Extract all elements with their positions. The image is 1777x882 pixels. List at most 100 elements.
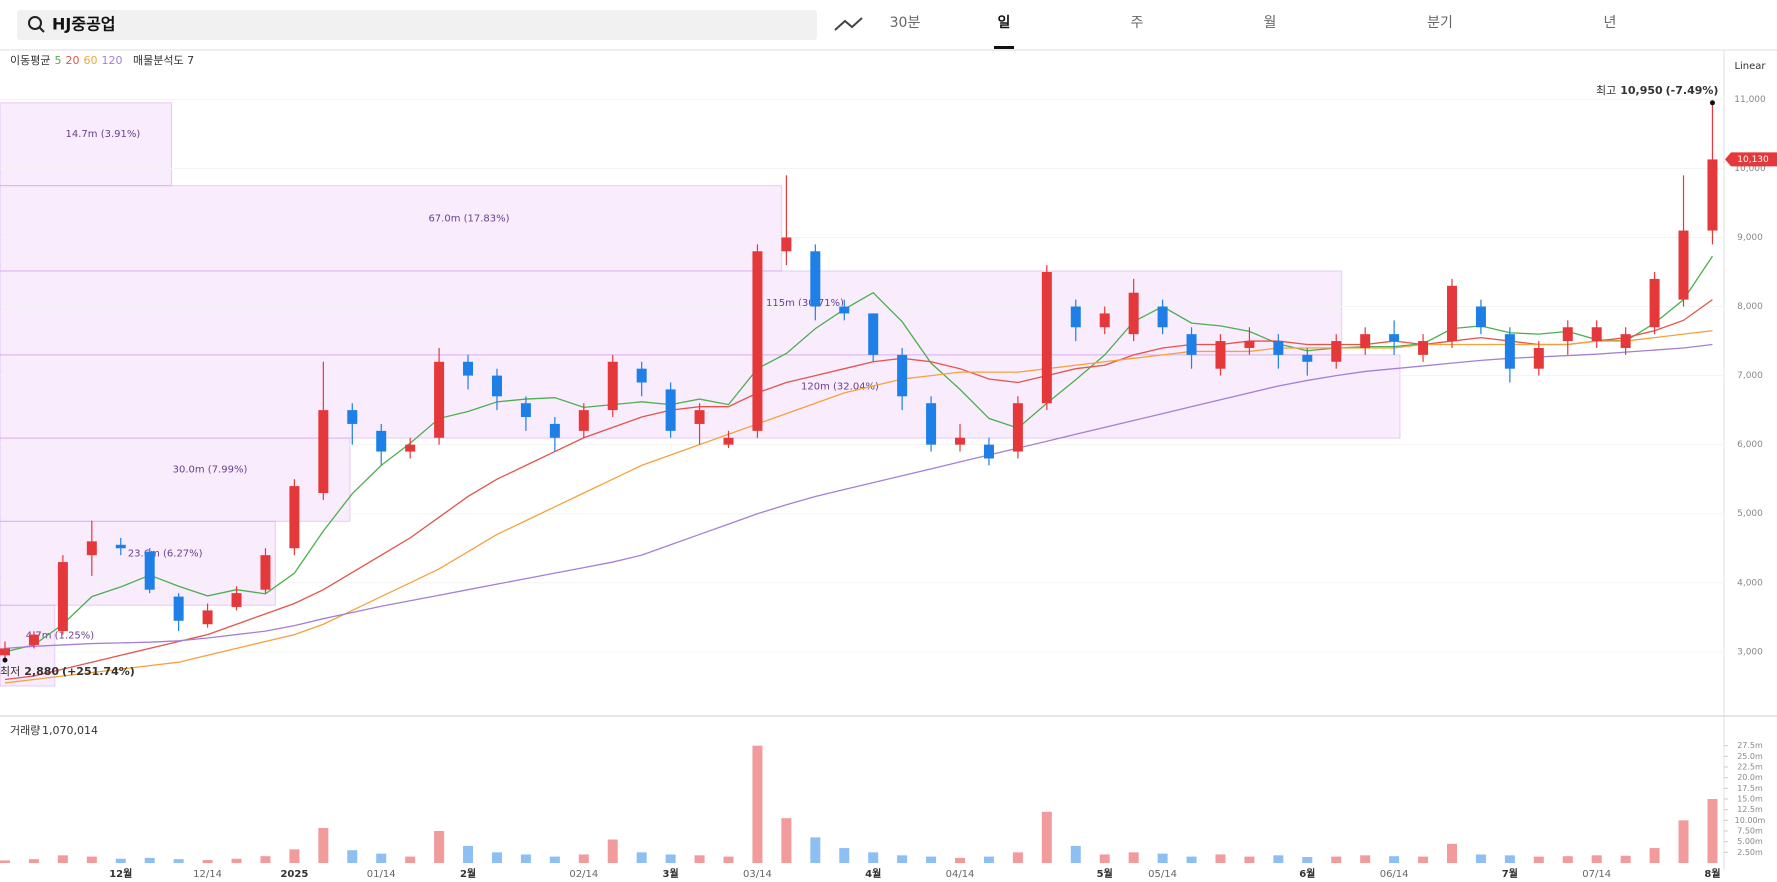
- volume-bar: [723, 856, 734, 863]
- price-tag-label: 10,130: [1737, 155, 1769, 165]
- scale-mode[interactable]: Linear: [1734, 61, 1766, 72]
- extreme-dot: [1709, 100, 1715, 106]
- candle-body: [1128, 292, 1139, 335]
- volume-bar: [839, 848, 850, 863]
- candle-body: [839, 306, 850, 314]
- volume-bar: [955, 857, 966, 863]
- candle-body: [1620, 334, 1631, 348]
- search-box[interactable]: [17, 10, 817, 40]
- y-tick-label: 6,000: [1737, 440, 1763, 450]
- candle-body: [1447, 285, 1457, 342]
- volume-tick-label: 5.00m: [1737, 837, 1763, 846]
- volume-bar: [1620, 855, 1631, 863]
- volume-tick-label: 10.00m: [1735, 816, 1766, 825]
- volume-bar: [491, 852, 502, 863]
- profile-label: 115m (30.71%): [766, 298, 844, 309]
- period-tab[interactable]: 년: [1604, 15, 1617, 31]
- period-tab[interactable]: 30분: [890, 15, 921, 31]
- volume-bar: [1475, 854, 1486, 863]
- volume-bar: [636, 852, 647, 863]
- volume-bar: [1360, 855, 1371, 863]
- search-icon: [38, 26, 45, 33]
- candle-body: [897, 354, 908, 397]
- x-tick-label: 01/14: [367, 869, 396, 880]
- volume-tick-label: 12.5m: [1737, 805, 1763, 814]
- volume-bar: [434, 831, 445, 863]
- candle-body: [1070, 306, 1081, 328]
- volume-bar: [1447, 843, 1457, 863]
- volume-bar: [1591, 855, 1602, 863]
- period-tab[interactable]: 주: [1131, 15, 1144, 31]
- candle-body: [752, 251, 763, 431]
- volume-bar: [1389, 856, 1400, 863]
- volume-bar: [0, 860, 10, 863]
- candle-body: [520, 403, 531, 418]
- volume-bar: [607, 839, 618, 863]
- ma-legend-item: 5: [54, 54, 61, 67]
- volume-bar: [549, 856, 560, 863]
- candle-body: [57, 562, 68, 632]
- volume-bar: [694, 855, 705, 863]
- draw-tool-icon[interactable]: [834, 17, 863, 31]
- candle-body: [955, 437, 966, 445]
- volume-bar: [1504, 855, 1515, 863]
- candle-body: [1475, 306, 1486, 328]
- volume-bar: [144, 857, 155, 863]
- candle-body: [202, 610, 213, 625]
- ma-legend: 이동평균 5 20 60 120: [10, 54, 122, 67]
- candle-body: [607, 361, 618, 411]
- volume-bar: [1215, 854, 1226, 863]
- extreme-text: 최고: [1596, 84, 1616, 97]
- profile-legend: 매물분석도 7: [133, 54, 194, 67]
- volume-bar: [86, 856, 97, 863]
- moving-average: [4, 343, 1713, 650]
- ma-legend-item: 60: [83, 54, 97, 67]
- volume-bar: [1070, 845, 1081, 863]
- extreme-value: 2,880: [24, 665, 59, 678]
- x-tick-label: 7월: [1502, 868, 1518, 880]
- volume-bar: [1649, 848, 1660, 863]
- volume-bar: [202, 860, 213, 863]
- volume-bar: [260, 856, 271, 863]
- profile-label: 23.6m (6.27%): [128, 548, 203, 559]
- period-tab[interactable]: 월: [1264, 15, 1277, 31]
- profile-label: 14.7m (3.91%): [66, 129, 141, 140]
- volume-bar: [868, 852, 879, 863]
- volume-bar: [1302, 857, 1313, 863]
- x-tick-label: 07/14: [1582, 869, 1611, 880]
- period-tab[interactable]: 일: [998, 15, 1011, 31]
- volume-bar: [347, 850, 358, 863]
- x-tick-label: 02/14: [569, 869, 598, 880]
- volume-bar: [376, 853, 387, 863]
- volume-tick-label: 20.0m: [1737, 773, 1763, 782]
- period-tab[interactable]: 분기: [1427, 15, 1453, 31]
- candle-body: [463, 361, 474, 376]
- profile-label: 4.7m (1.25%): [26, 631, 94, 642]
- search-icon: [28, 16, 42, 30]
- profile-label: 30.0m (7.99%): [173, 465, 248, 476]
- volume-bar: [289, 849, 300, 863]
- x-tick-label: 4월: [865, 868, 881, 880]
- candle-body: [115, 544, 126, 549]
- volume-bar: [1099, 854, 1110, 863]
- x-tick-label: 03/14: [743, 869, 772, 880]
- candle-body: [1273, 341, 1284, 355]
- x-tick-label: 06/14: [1380, 869, 1409, 880]
- candle-body: [376, 430, 387, 452]
- candle-body: [144, 551, 155, 590]
- x-tick-label: 12월: [109, 868, 132, 880]
- profile-label: 120m (32.04%): [801, 381, 879, 392]
- volume-title: 거래량: [10, 724, 40, 737]
- volume-bar: [926, 856, 937, 863]
- extreme-value: 10,950: [1620, 84, 1663, 97]
- volume-bar: [318, 828, 329, 863]
- candle-body: [1041, 272, 1052, 404]
- volume-bar: [810, 837, 821, 863]
- candle-body: [1504, 334, 1515, 369]
- tab-underline: [994, 46, 1014, 49]
- candle-body: [694, 410, 705, 424]
- extreme-label: 최저 2,880 (+251.74%): [0, 665, 135, 678]
- volume-bar: [1128, 852, 1139, 863]
- volume-bar: [1157, 853, 1168, 863]
